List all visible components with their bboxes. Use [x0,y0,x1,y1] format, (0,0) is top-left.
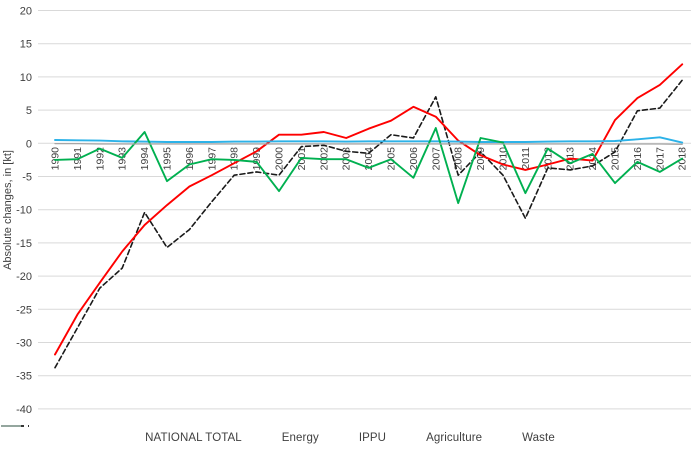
y-tick-label: 20 [20,6,32,18]
y-tick-label: -10 [16,205,32,217]
x-tick-label: 2007 [430,147,442,171]
legend-label: NATIONAL TOTAL [145,431,242,444]
legend-item-energy: Energy [1,425,319,444]
x-tick-label: 2017 [654,147,666,171]
y-tick-label: -15 [16,238,32,250]
legend: NATIONAL TOTAL Energy IPPU Agriculture Waste [0,423,700,452]
legend-label: Energy [281,431,319,444]
legend-label: Agriculture [426,431,483,444]
legend-marker-icon [1,425,21,427]
y-tick-label: 10 [20,72,32,84]
legend-item-national-total: NATIONAL TOTAL [1,425,242,444]
y-tick-label: -5 [22,172,32,184]
x-tick-label: 1998 [229,147,241,171]
x-tick-label: 1994 [139,147,151,171]
series-line-agriculture [54,127,684,205]
y-tick-label: -30 [16,338,32,350]
x-tick-label: 2000 [274,147,286,171]
x-tick-label: 2016 [632,147,644,171]
series-line-waste [54,142,683,145]
legend-item-ippu: IPPU [1,425,387,444]
series-line-national-total [54,79,684,369]
y-axis-title: Absolute changes, in [kt] [2,150,14,270]
series-line-ippu [54,136,684,144]
y-tick-label: 15 [20,39,32,51]
legend-label: IPPU [358,431,387,444]
x-tick-label: 2006 [408,147,420,171]
y-tick-label: -40 [16,404,32,416]
y-tick-label: 0 [26,138,32,150]
x-tick-label: 1990 [50,147,62,171]
x-tick-label: 1995 [162,147,174,171]
x-tick-label: 1992 [94,147,106,171]
y-tick-label: -25 [16,304,32,316]
y-tick-label: -20 [16,271,32,283]
x-tick-label: 2011 [520,147,532,170]
legend-item-waste: Waste [1,425,555,444]
y-tick-label: 5 [26,105,32,117]
x-tick-label: 2008 [453,147,465,171]
y-tick-label: -35 [16,371,32,383]
x-tick-label: 2012 [542,147,554,171]
x-tick-label: 2010 [498,147,510,171]
legend-item-agriculture: Agriculture [1,425,483,444]
legend-label: Waste [522,431,555,444]
